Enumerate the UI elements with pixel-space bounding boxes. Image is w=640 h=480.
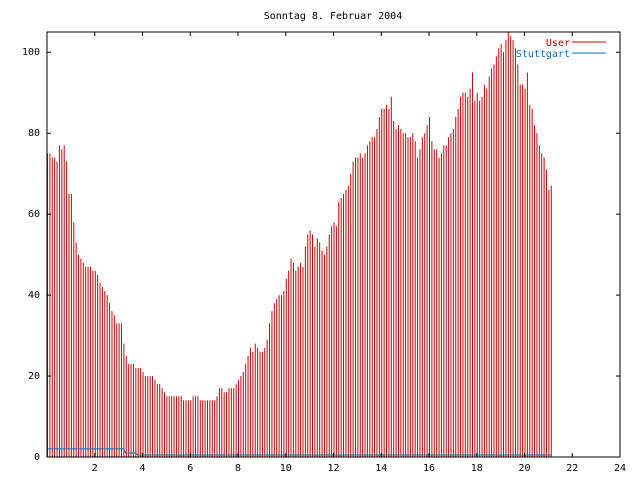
x-tick-label: 8 — [235, 463, 241, 474]
x-tick-label: 24 — [614, 463, 626, 474]
x-tick-label: 18 — [471, 463, 483, 474]
y-tick-label: 100 — [22, 47, 40, 58]
x-tick-label: 14 — [375, 463, 387, 474]
x-tick-label: 16 — [423, 463, 435, 474]
y-tick-label: 0 — [34, 452, 40, 463]
legend-label: User — [546, 38, 570, 49]
y-tick-label: 60 — [28, 209, 40, 220]
y-tick-label: 40 — [28, 290, 40, 301]
x-tick-label: 6 — [187, 463, 193, 474]
x-tick-label: 22 — [566, 463, 578, 474]
x-tick-label: 10 — [280, 463, 292, 474]
legend-label: Stuttgart — [516, 49, 570, 60]
y-tick-label: 80 — [28, 128, 40, 139]
x-tick-label: 4 — [139, 463, 145, 474]
y-tick-label: 20 — [28, 371, 40, 382]
stuttgart-series — [47, 448, 551, 456]
x-tick-label: 20 — [518, 463, 530, 474]
user-bars — [47, 32, 552, 457]
x-tick-label: 12 — [327, 463, 339, 474]
chart-title: Sonntag 8. Februar 2004 — [264, 11, 402, 22]
stuttgart-line — [47, 448, 551, 456]
x-tick-label: 2 — [92, 463, 98, 474]
